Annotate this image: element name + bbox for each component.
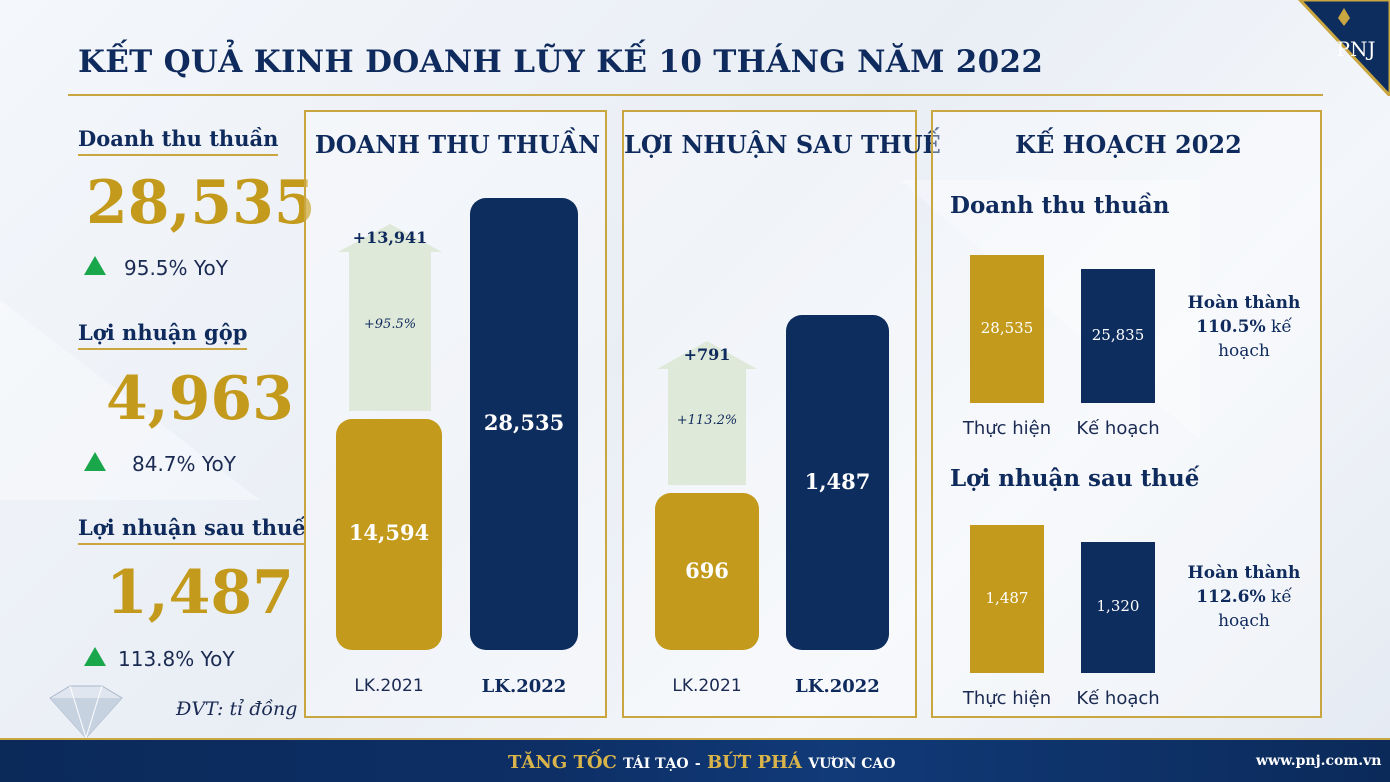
category-label: LK.2021 [354, 676, 424, 696]
website-link[interactable]: www.pnj.com.vn [1256, 753, 1382, 769]
plan-net-profit-chart: 1,487 Thực hiện 1,320 Kế hoạch Hoàn thành 112… [933, 382, 1324, 709]
chart-bar: 14,594 [336, 418, 442, 650]
plan-bar: 25,835 [1081, 269, 1155, 403]
plan-bar: 1,320 [1081, 541, 1155, 673]
summary-value-revenue: 28,535 [86, 168, 316, 238]
completion-note: Hoàn thành 110.5% kế hoạch [1179, 291, 1309, 363]
chart-bar: 28,535 [470, 198, 578, 650]
category-label: LK.2022 [481, 676, 567, 697]
plan-bar-value-label: 25,835 [1091, 325, 1145, 344]
up-arrow-icon [84, 647, 106, 670]
plan-bar-value-label: 28,535 [980, 319, 1034, 337]
chart-bar: 1,487 [786, 315, 889, 650]
completion-percent: 112.6% [1196, 587, 1266, 607]
footer-bar: TĂNG TỐC TÁI TẠO - BỨT PHÁ VƯƠN CAO www.… [0, 738, 1390, 782]
slogan-separator: - [694, 756, 701, 772]
revenue-chart: 14,594 LK.2021 28,535 LK.2022 +13,941 +95.5% [306, 112, 609, 720]
category-label: LK.2021 [672, 676, 742, 696]
growth-arrow-icon [338, 224, 442, 252]
slogan-part: VƯƠN CAO [808, 756, 896, 772]
growth-percent-label: +113.2% [676, 413, 738, 429]
page-title: KẾT QUẢ KINH DOANH LŨY KẾ 10 THÁNG NĂM 2… [78, 44, 1044, 80]
plan-category-label: Kế hoạch [1076, 688, 1160, 709]
bar-value-label: 696 [685, 557, 729, 583]
chart-bar: 696 [655, 493, 759, 650]
plan-category-label: Thực hiện [962, 418, 1052, 439]
growth-arrow-body [349, 252, 431, 411]
completion-percent: 110.5% [1196, 317, 1266, 337]
summary-label-revenue: Doanh thu thuần [78, 126, 279, 156]
up-arrow-icon [84, 256, 106, 279]
chart-title: LỢI NHUẬN SAU THUẾ [624, 130, 941, 159]
plan-net-profit-title: Lợi nhuận sau thuế [950, 465, 1200, 492]
background-facet [0, 300, 260, 500]
chart-title: DOANH THU THUẦN [314, 130, 601, 159]
diamond-icon [49, 685, 123, 739]
plan-panel: KẾ HOẠCH 2022 Doanh thu thuần 28,535 Thực… [931, 110, 1322, 718]
growth-delta-label: +791 [683, 345, 731, 364]
completion-last: hoạch [1218, 341, 1270, 361]
slogan-part: TĂNG TỐC [508, 752, 617, 773]
logo-text: PNJ [1337, 37, 1376, 61]
plan-bar-value-label: 1,487 [985, 589, 1029, 607]
growth-arrow-body [668, 369, 746, 486]
summary-value-gross-profit: 4,963 [106, 364, 294, 434]
unit-note: ĐVT: tỉ đồng [176, 698, 298, 720]
bar-value-label: 1,487 [804, 468, 871, 494]
completion-note: Hoàn thành 112.6% kế hoạch [1179, 561, 1309, 633]
up-arrow-icon [84, 452, 106, 475]
plan-category-label: Thực hiện [962, 688, 1052, 709]
growth-percent-label: +95.5% [363, 317, 417, 333]
slogan-part: BỨT PHÁ [706, 752, 803, 773]
summary-yoy-gross-profit: 84.7% YoY [132, 452, 236, 476]
growth-delta-label: +13,941 [352, 228, 428, 247]
completion-prefix: Hoàn thành [1187, 293, 1301, 313]
net-profit-chart: 696 LK.2021 1,487 LK.2022 +791 +113.2% [624, 112, 919, 720]
summary-yoy-net-profit: 113.8% YoY [118, 647, 235, 671]
summary-label-net-profit: Lợi nhuận sau thuế [78, 515, 306, 545]
plan-bar: 1,487 [970, 525, 1044, 673]
growth-arrow-icon [657, 341, 757, 369]
completion-suffix: kế [1265, 317, 1292, 337]
summary-label-gross-profit: Lợi nhuận gộp [78, 320, 248, 350]
slogan-part: TÁI TẠO [623, 756, 689, 772]
bar-value-label: 14,594 [348, 520, 430, 546]
net-profit-chart-panel: LỢI NHUẬN SAU THUẾ 696 LK.2021 1,487 LK.202… [622, 110, 941, 720]
plan-category-label: Kế hoạch [1076, 418, 1160, 439]
plan-bar: 28,535 [970, 255, 1044, 403]
completion-prefix: Hoàn thành [1187, 563, 1301, 583]
summary-yoy-revenue: 95.5% YoY [124, 256, 228, 280]
title-divider [68, 94, 1323, 96]
bar-value-label: 28,535 [483, 410, 565, 435]
completion-suffix: kế [1265, 587, 1292, 607]
completion-last: hoạch [1218, 611, 1270, 631]
plan-revenue-title: Doanh thu thuần [950, 192, 1170, 219]
pnj-logo: PNJ [1297, 0, 1390, 96]
revenue-chart-panel: DOANH THU THUẦN 14,594 LK.2021 28,535 LK.20… [304, 110, 607, 718]
summary-value-net-profit: 1,487 [106, 558, 294, 628]
footer-slogan: TĂNG TỐC TÁI TẠO - BỨT PHÁ VƯƠN CAO [508, 752, 895, 773]
plan-bar-value-label: 1,320 [1096, 597, 1140, 616]
plan-panel-title: KẾ HOẠCH 2022 [1015, 130, 1242, 159]
plan-revenue-chart: 28,535 Thực hiện 25,835 Kế hoạch Hoàn thành 1… [933, 112, 1324, 439]
category-label: LK.2022 [795, 676, 880, 697]
